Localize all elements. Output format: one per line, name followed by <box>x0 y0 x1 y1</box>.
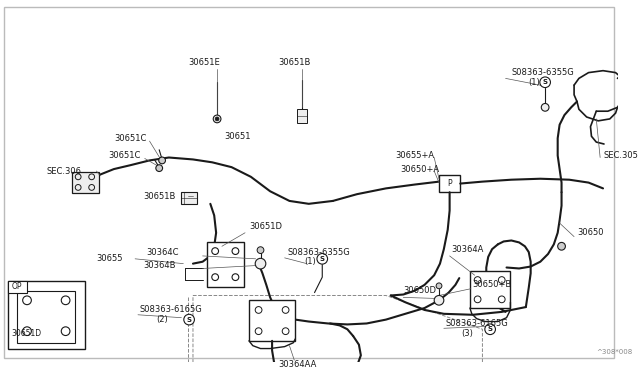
Bar <box>297 109 307 123</box>
Text: (1): (1) <box>304 257 316 266</box>
Text: SEC.305: SEC.305 <box>604 151 639 160</box>
Text: 30651: 30651 <box>224 132 250 141</box>
Circle shape <box>184 314 195 325</box>
Bar <box>17 291 76 343</box>
Text: S: S <box>320 256 324 262</box>
Text: 30651C: 30651C <box>114 134 146 143</box>
Text: ^308*008: ^308*008 <box>596 349 632 355</box>
Text: (1): (1) <box>528 78 540 87</box>
Text: 30364AA: 30364AA <box>278 360 316 369</box>
Text: S08363-6165G: S08363-6165G <box>446 319 509 328</box>
Text: 30651B: 30651B <box>143 192 175 201</box>
Bar <box>470 271 511 308</box>
Bar <box>8 281 85 349</box>
Text: 30364B: 30364B <box>143 261 175 270</box>
Text: S08363-6165G: S08363-6165G <box>140 305 203 314</box>
Bar <box>207 243 244 287</box>
Text: 30651D: 30651D <box>12 328 42 338</box>
Text: SEC.306: SEC.306 <box>46 167 81 176</box>
Text: 30650+A: 30650+A <box>401 164 440 174</box>
Text: S: S <box>543 79 548 85</box>
Circle shape <box>215 117 219 121</box>
Circle shape <box>557 243 565 250</box>
Circle shape <box>541 103 549 111</box>
Text: 30650: 30650 <box>577 228 604 237</box>
Text: S08363-6355G: S08363-6355G <box>287 247 350 257</box>
Circle shape <box>317 253 328 264</box>
Text: 30650+B: 30650+B <box>473 280 512 289</box>
Text: 30364C: 30364C <box>147 247 179 257</box>
Circle shape <box>540 77 550 87</box>
Text: 30650D: 30650D <box>403 286 436 295</box>
Text: P: P <box>447 179 452 188</box>
Text: (3): (3) <box>461 328 473 338</box>
Circle shape <box>159 157 166 164</box>
Bar <box>181 192 197 204</box>
Bar <box>439 175 460 192</box>
Text: S08363-6355G: S08363-6355G <box>511 68 574 77</box>
Circle shape <box>485 324 495 334</box>
Text: OP: OP <box>12 282 22 291</box>
Circle shape <box>257 247 264 253</box>
Text: S: S <box>488 326 493 332</box>
Circle shape <box>434 295 444 305</box>
Circle shape <box>436 283 442 289</box>
Text: 30651C: 30651C <box>108 151 140 160</box>
Text: 30651B: 30651B <box>278 58 310 67</box>
Circle shape <box>213 115 221 123</box>
Bar <box>249 300 295 341</box>
Text: 30651E: 30651E <box>188 58 220 67</box>
Text: 30651D: 30651D <box>249 222 282 231</box>
Circle shape <box>255 258 266 269</box>
Text: S: S <box>187 317 191 323</box>
Bar <box>72 172 99 193</box>
Text: 30364A: 30364A <box>452 245 484 254</box>
Text: 30655+A: 30655+A <box>396 151 435 160</box>
Text: 30655: 30655 <box>97 254 123 263</box>
Bar <box>8 281 27 293</box>
Text: (2): (2) <box>156 315 168 324</box>
Circle shape <box>156 165 163 171</box>
